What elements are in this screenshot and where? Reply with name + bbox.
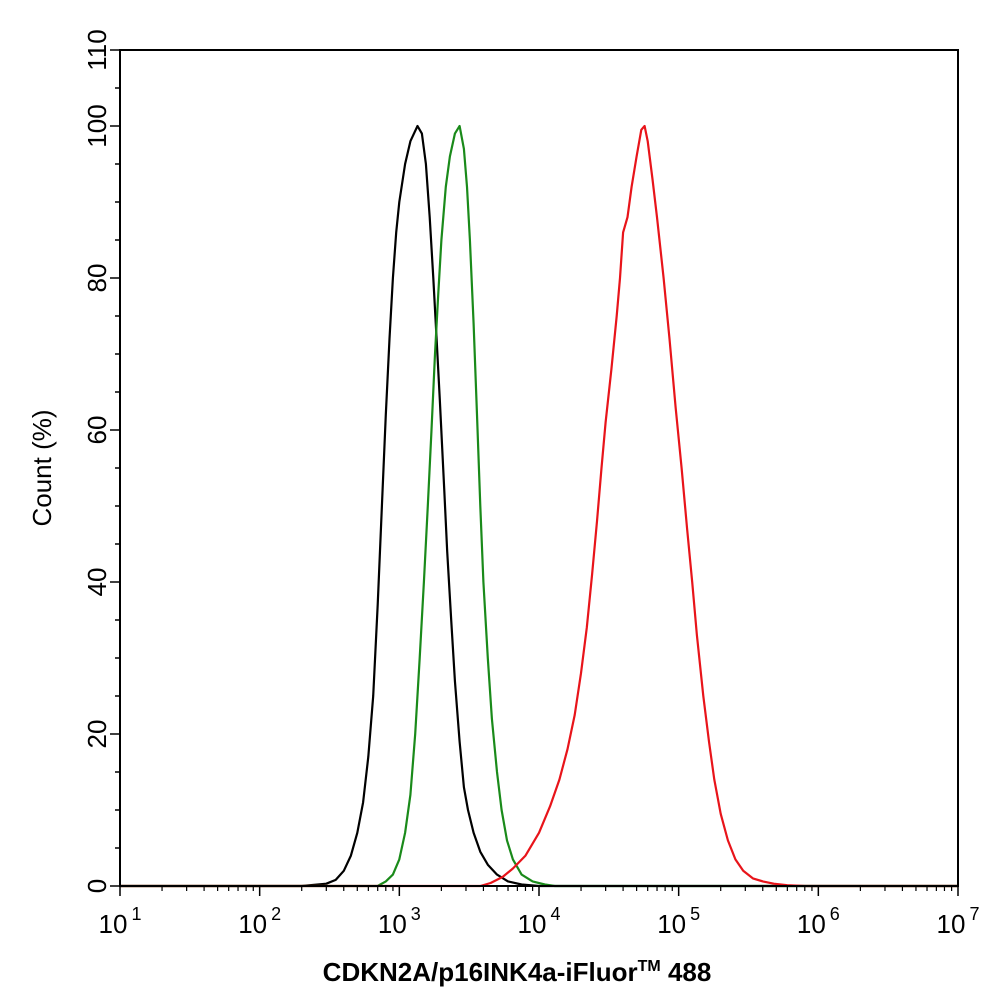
x-axis-title-superscript: TM (638, 958, 661, 975)
y-axis-title: Count (%) (27, 409, 57, 526)
x-tick-label: 10 1 (99, 904, 142, 939)
x-axis-title: CDKN2A/p16INK4a-iFluorTM 488 (323, 957, 712, 987)
y-tick-label: 110 (82, 29, 112, 70)
x-tick-label: 10 5 (657, 904, 700, 939)
series-layer (120, 124, 958, 888)
x-tick-label: 10 4 (518, 904, 561, 939)
y-tick-label: 0 (82, 879, 112, 893)
plot-frame (119, 49, 959, 887)
y-tick-label: 100 (82, 104, 112, 147)
x-axis-title-suffix: 488 (661, 957, 712, 987)
x-tick-label: 10 7 (937, 904, 980, 939)
x-axis-title-main: CDKN2A/p16INK4a-iFluor (323, 957, 638, 987)
x-axis-ticks: 10 1 10 2 10 3 10 4 10 5 10 6 10 7 (99, 886, 980, 939)
x-tick-label: 10 6 (797, 904, 840, 939)
series-line-3 (120, 124, 958, 888)
y-tick-label: 60 (82, 416, 112, 445)
y-tick-label: 80 (82, 264, 112, 293)
x-tick-label: 10 3 (378, 904, 421, 939)
series-line-2 (120, 124, 958, 888)
y-axis-ticks: 0 20 40 60 80 100 110 (82, 29, 120, 893)
x-tick-label: 10 2 (238, 904, 281, 939)
y-tick-label: 20 (82, 720, 112, 749)
y-tick-label: 40 (82, 568, 112, 597)
series-line-1 (120, 124, 958, 888)
